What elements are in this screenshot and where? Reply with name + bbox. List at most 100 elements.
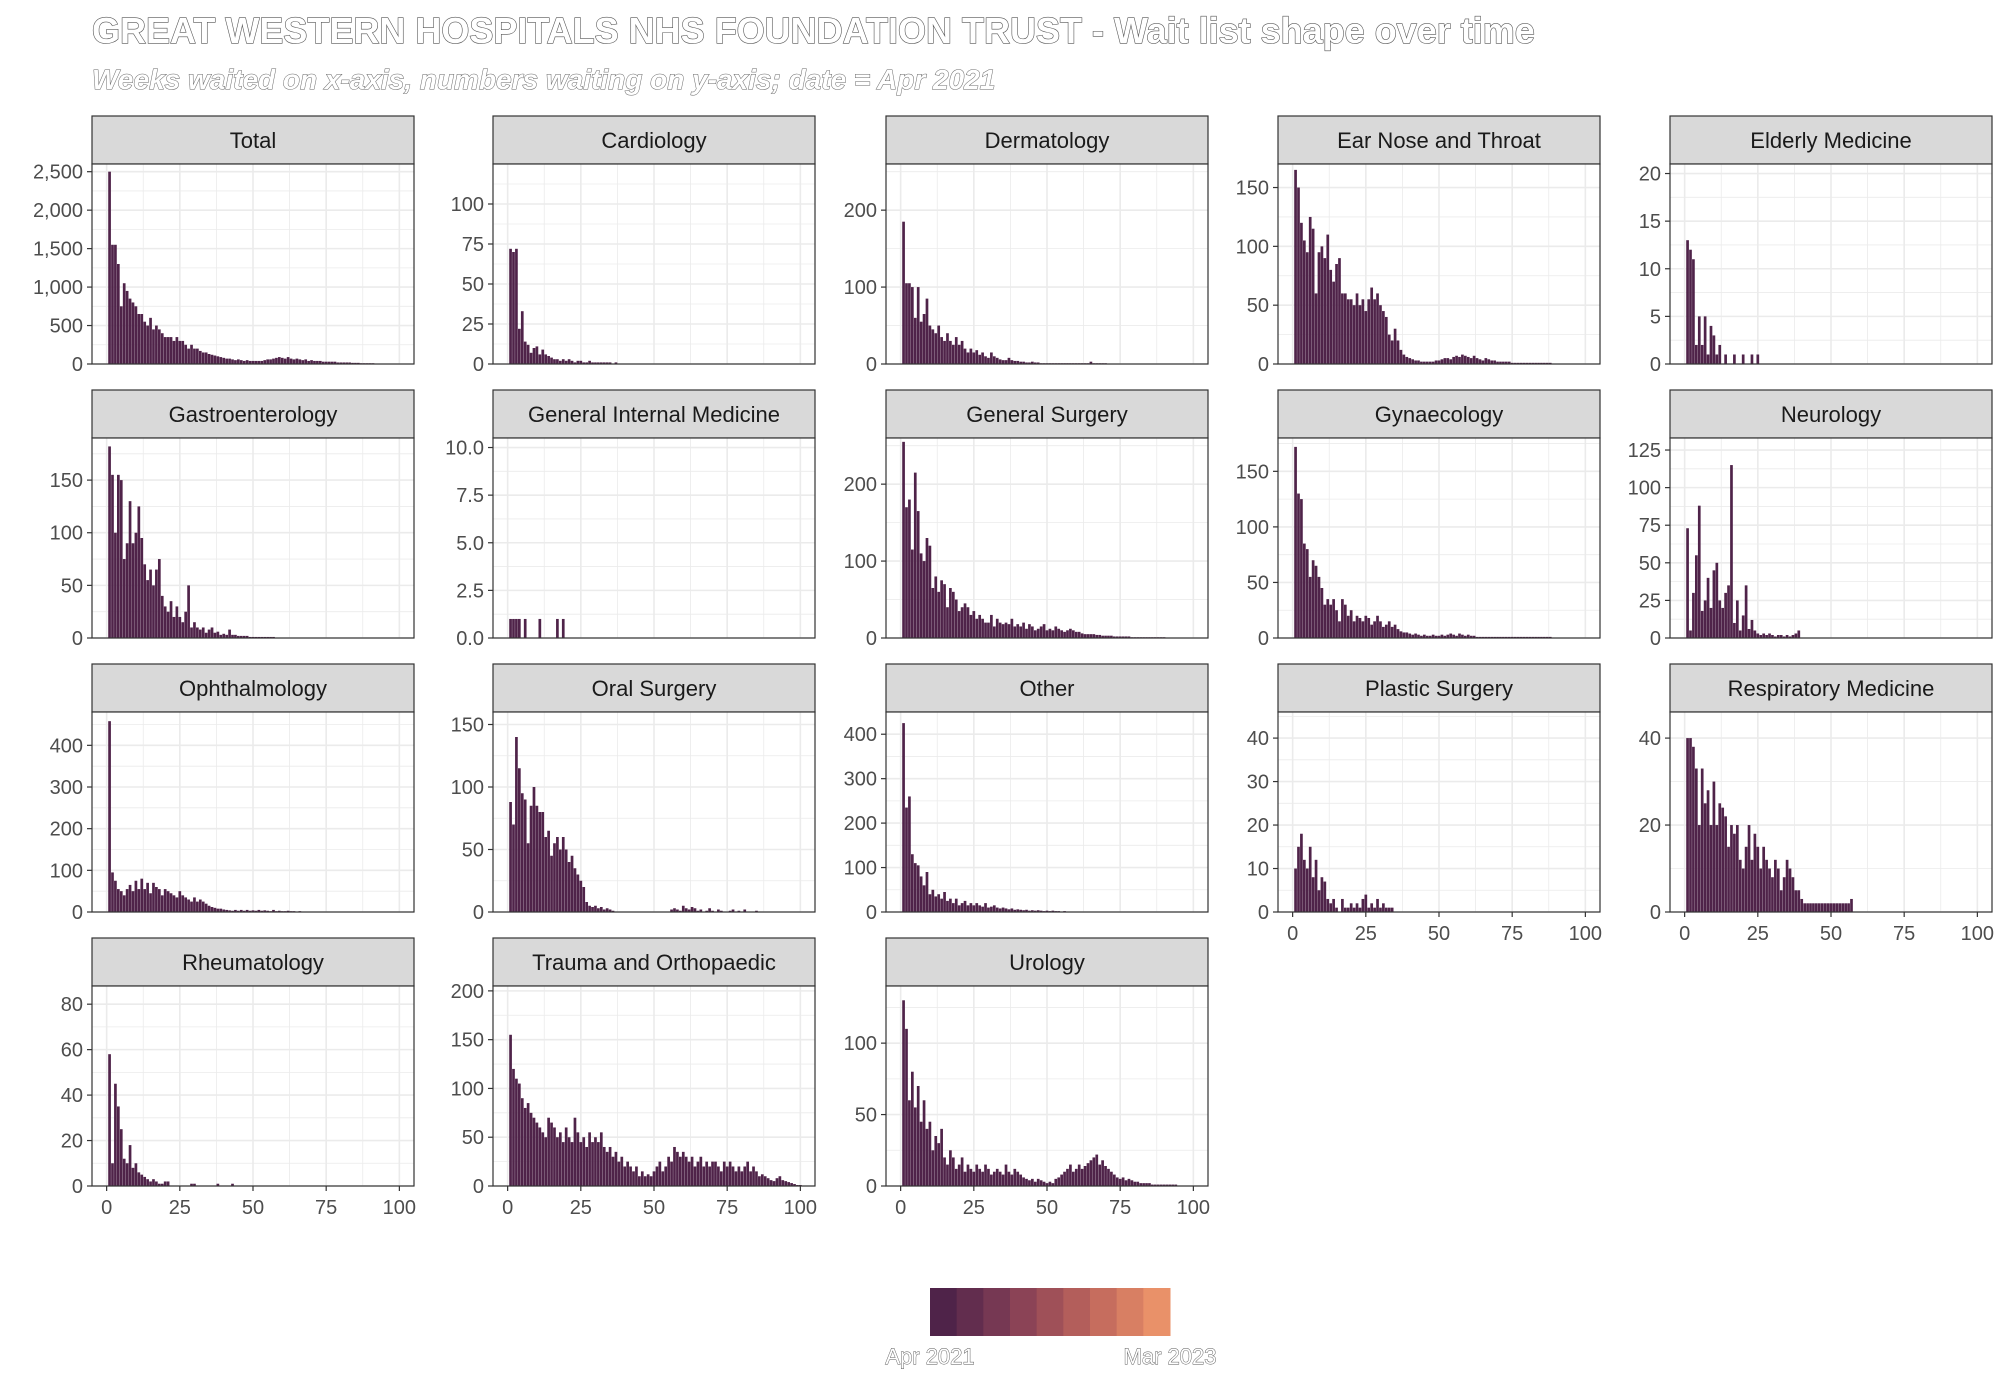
bar (1007, 1171, 1011, 1186)
bar (116, 1106, 120, 1186)
bar (146, 580, 149, 638)
bar (225, 909, 229, 912)
facet-title: Dermatology (985, 128, 1110, 153)
facet-title: Rheumatology (182, 950, 324, 975)
bar (908, 283, 911, 364)
bar (963, 348, 967, 364)
x-tick-label: 75 (1109, 1197, 1131, 1219)
bar (1358, 305, 1362, 364)
y-tick-label: 50 (1247, 295, 1269, 317)
bar (597, 1142, 600, 1186)
bar (1689, 249, 1692, 364)
bar (301, 360, 305, 364)
bar (1004, 908, 1008, 912)
x-tick-label: 50 (1820, 923, 1842, 945)
bar (673, 1146, 676, 1186)
bar (1782, 877, 1786, 912)
y-tick-label: 100 (844, 551, 877, 573)
bar (981, 1171, 984, 1186)
bar (201, 627, 205, 638)
bar (1411, 634, 1415, 638)
bar (1001, 360, 1005, 364)
bar (1815, 903, 1818, 912)
bar (257, 909, 261, 912)
bar (1031, 1178, 1034, 1186)
bar (902, 723, 905, 912)
bar (111, 244, 114, 364)
bar (769, 1180, 773, 1186)
bar (614, 362, 618, 364)
bar (198, 629, 202, 638)
bar (1373, 907, 1376, 912)
bar (1458, 356, 1461, 364)
bar (995, 357, 999, 364)
bar (172, 616, 176, 638)
bar (1346, 299, 1350, 364)
bar (234, 909, 237, 912)
bar (1806, 903, 1809, 912)
y-tick-label: 0 (1650, 354, 1661, 376)
bar (1045, 630, 1049, 638)
x-tick-label: 50 (242, 1197, 264, 1219)
bar (1741, 615, 1745, 638)
bar (204, 352, 208, 364)
bar (690, 1156, 694, 1186)
bar (676, 909, 679, 912)
bar (951, 344, 955, 364)
bar (963, 900, 967, 912)
bar (561, 618, 565, 638)
y-tick-label: 1,000 (33, 277, 83, 299)
bar (1411, 359, 1415, 364)
bar (1829, 903, 1833, 912)
bar (263, 360, 267, 364)
bar (725, 1166, 729, 1186)
y-tick-label: 200 (50, 819, 83, 841)
bar (178, 340, 182, 364)
bar (1013, 360, 1017, 364)
y-tick-label: 0 (72, 1176, 83, 1198)
bar (1092, 1157, 1096, 1186)
facet-panel-13: Other 0 100 200 300 400 (844, 663, 1209, 924)
bar (1077, 631, 1081, 638)
bar (108, 721, 111, 912)
legend-swatch (1143, 1288, 1171, 1336)
bar (184, 344, 188, 364)
bar (737, 1166, 741, 1186)
bar (526, 344, 530, 364)
bar (1010, 618, 1014, 638)
bar (140, 314, 144, 364)
bar (676, 1151, 679, 1186)
facet-strip (492, 115, 816, 165)
bar (969, 348, 973, 364)
bar (661, 1171, 665, 1186)
bar (509, 248, 512, 364)
bar (1785, 859, 1789, 912)
bar (1033, 910, 1037, 912)
bar (237, 910, 240, 912)
bar (594, 1137, 597, 1186)
bar (1036, 1178, 1040, 1186)
bar (517, 328, 521, 364)
bar (1142, 1183, 1145, 1186)
bar (1475, 358, 1479, 364)
bar (231, 634, 234, 638)
bar (234, 634, 237, 638)
panel-border (885, 163, 1209, 365)
bar (972, 905, 976, 912)
y-tick-label: 500 (50, 316, 83, 338)
y-tick-label: 50 (855, 1105, 877, 1127)
bar (1115, 636, 1119, 638)
bar (201, 901, 205, 912)
bar (746, 1161, 750, 1186)
bar (1367, 907, 1371, 912)
bar (157, 329, 161, 364)
bar (652, 1171, 656, 1186)
legend-swatch (930, 1288, 958, 1336)
bar (1001, 1174, 1005, 1186)
bar (169, 601, 173, 638)
facet-title: General Surgery (966, 402, 1127, 427)
bar (1323, 604, 1327, 638)
bar (940, 898, 943, 912)
bar (1080, 1168, 1084, 1186)
bar (1771, 634, 1774, 638)
